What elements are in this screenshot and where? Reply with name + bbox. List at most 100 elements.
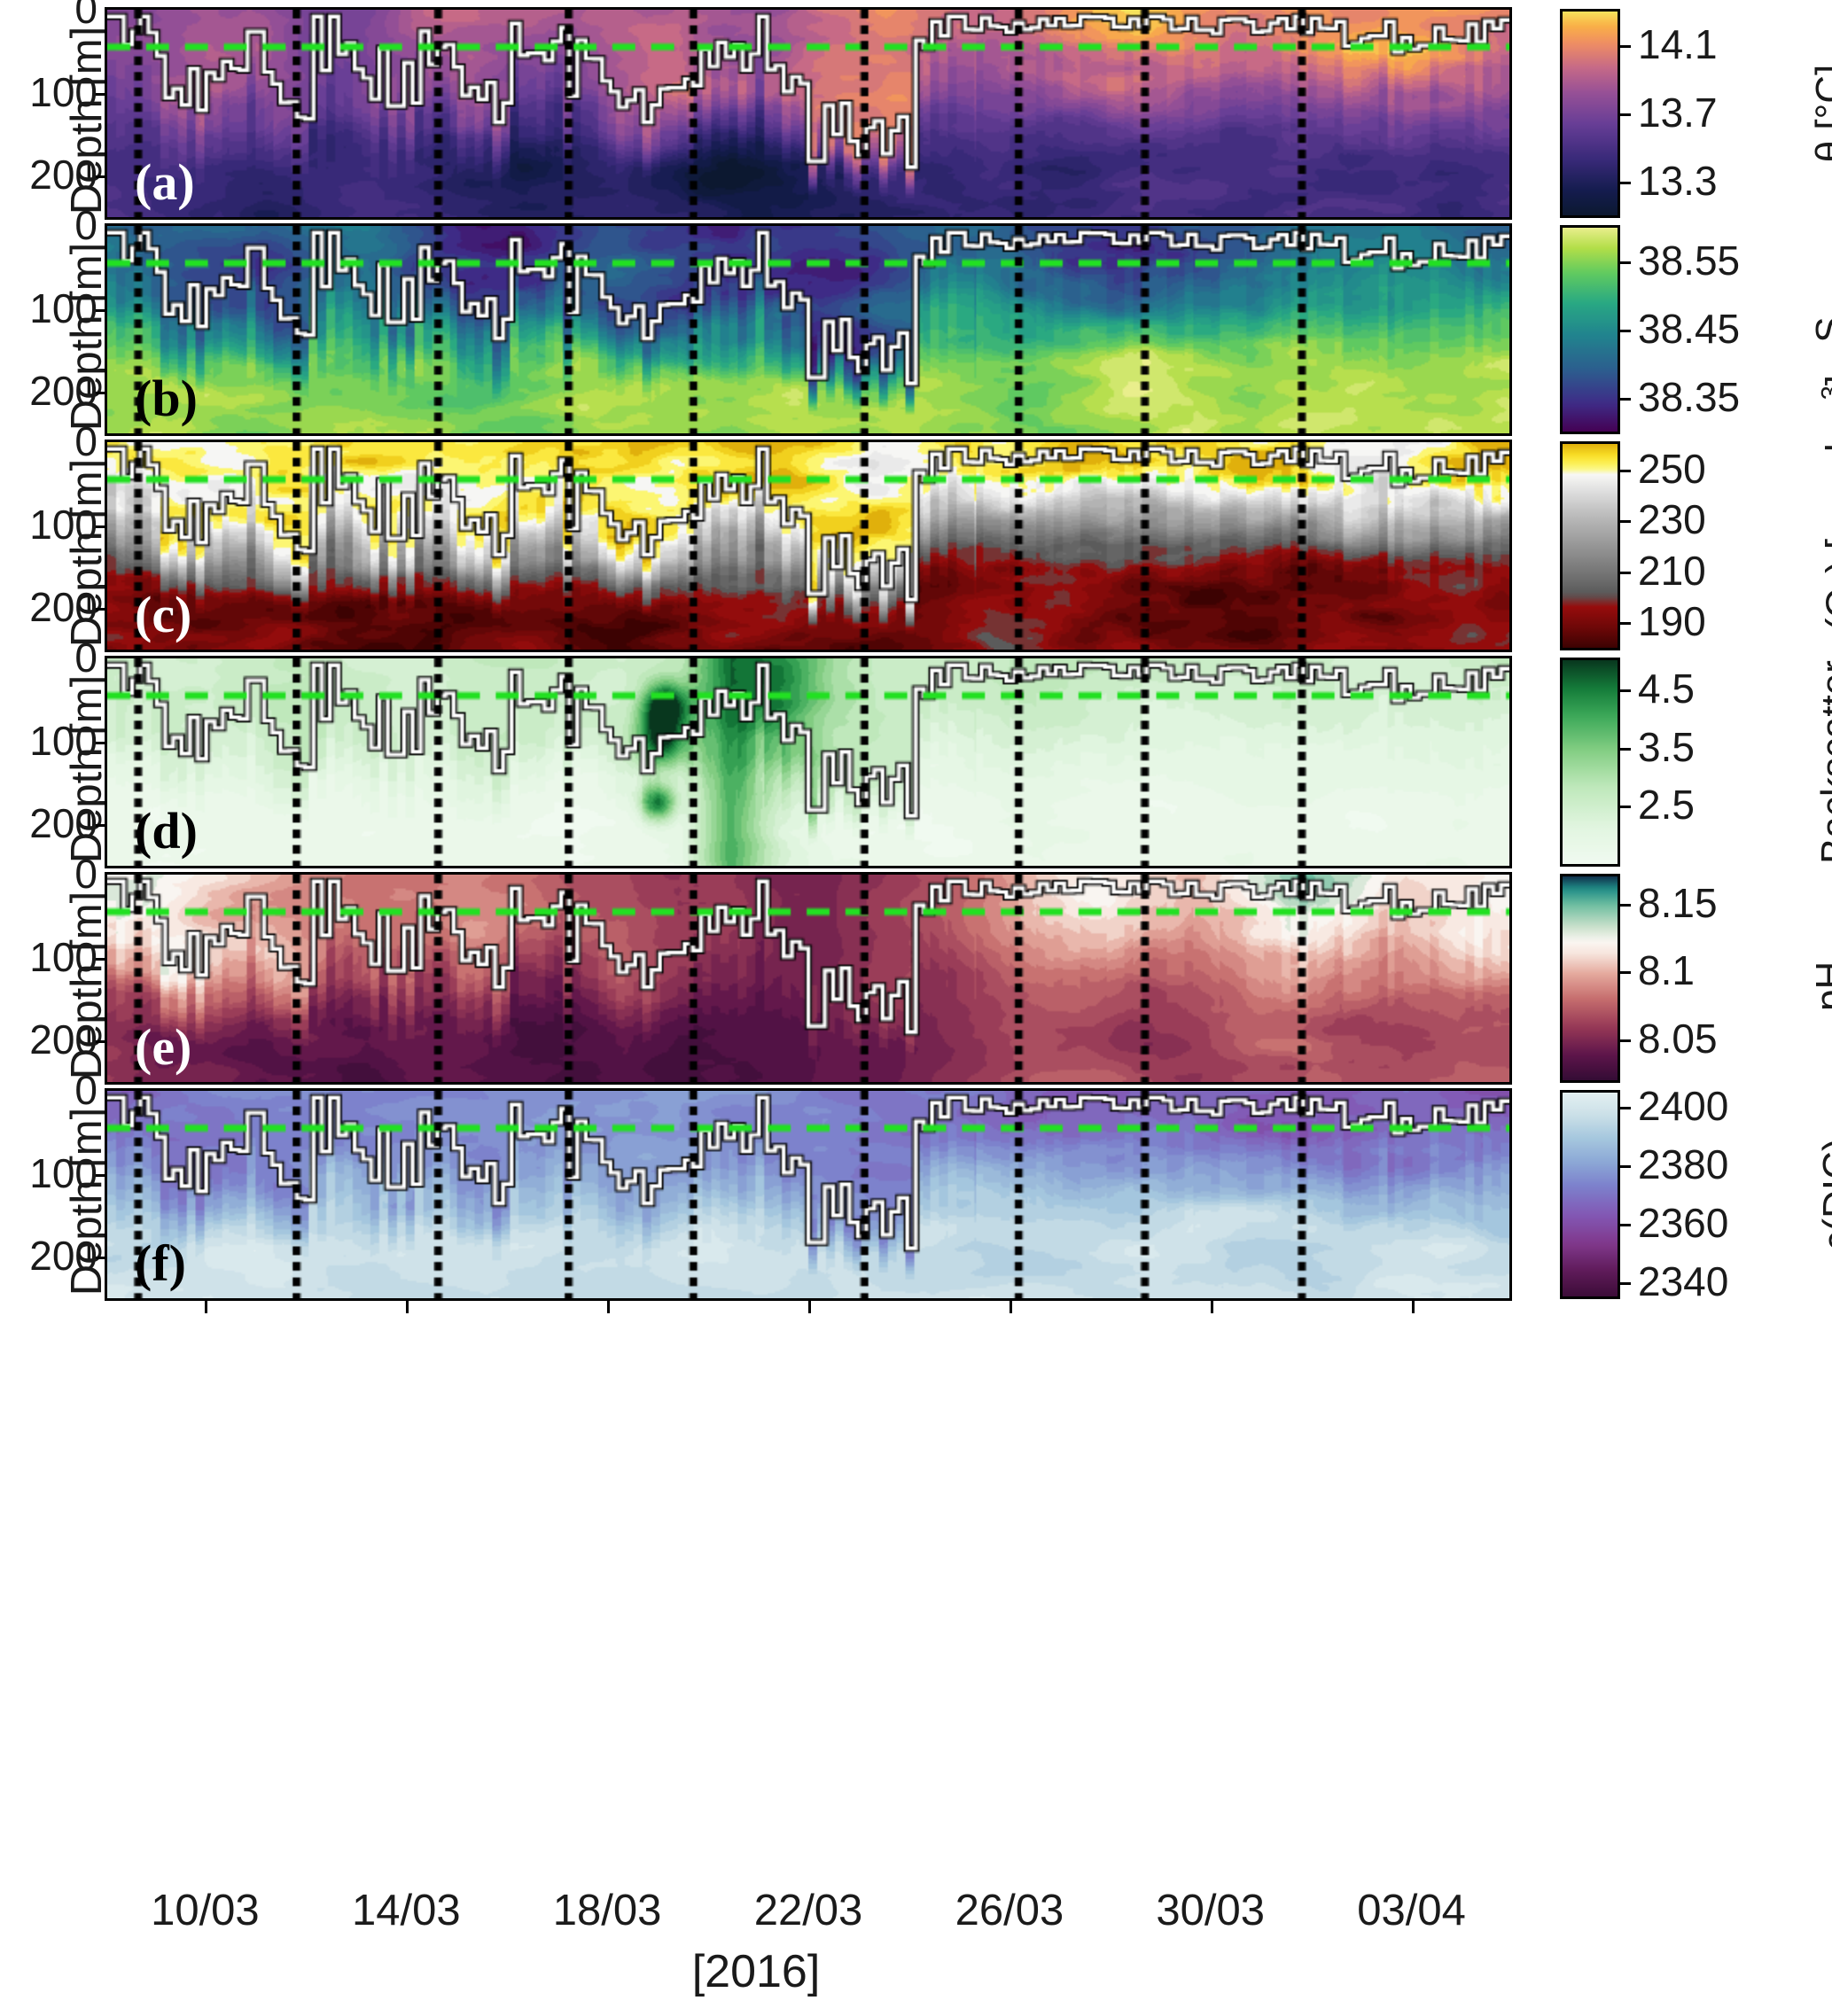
ytick-mark (96, 957, 106, 961)
colorbar-tick-label: 8.15 (1638, 879, 1718, 926)
colorbar-tick (1620, 571, 1631, 574)
xtick-label: 30/03 (1156, 1887, 1265, 1934)
colorbar-dic (1560, 1090, 1620, 1299)
ytick-label: 200 (29, 368, 97, 415)
colorbar-tick-label: 38.35 (1638, 373, 1741, 420)
colorbar-tick-label: 38.45 (1638, 306, 1741, 352)
xtick-label: 10/03 (151, 1887, 260, 1934)
xtick-label: 03/04 (1357, 1887, 1466, 1934)
colorbar-tick (1620, 45, 1631, 49)
heatmap-salinity (107, 226, 1509, 433)
ytick-mark (96, 92, 106, 96)
colorbar-title-theta: θ [°C] (1808, 64, 1832, 163)
ytick-mark (96, 608, 106, 611)
colorbar-ph (1560, 874, 1620, 1083)
colorbar-tick-label: 4.5 (1638, 665, 1695, 712)
ytick-mark (96, 175, 106, 179)
ytick-label: 0 (74, 634, 97, 681)
ytick-mark (96, 392, 106, 395)
colorbar-tick (1620, 1223, 1631, 1226)
panel-tag-e: (e) (135, 1018, 192, 1076)
colorbar-salinity (1560, 225, 1620, 434)
ytick-label: 100 (29, 68, 97, 115)
ytick-mark (96, 741, 106, 744)
xtick-mark (808, 1301, 811, 1313)
ytick-mark (96, 824, 106, 828)
xtick-mark (607, 1301, 611, 1313)
xtick-label: 14/03 (351, 1887, 461, 1934)
panel-tag-d: (d) (135, 802, 198, 860)
panel-backscatter (105, 656, 1512, 868)
colorbar-tick-label: 2360 (1638, 1199, 1729, 1246)
ytick-mark (96, 1040, 106, 1044)
xtick-mark (1411, 1301, 1415, 1313)
colorbar-tick-label: 8.05 (1638, 1016, 1718, 1062)
colorbar-tick-label: 2340 (1638, 1257, 1729, 1304)
panel-salinity (105, 223, 1512, 436)
panel-tag-f: (f) (135, 1234, 186, 1292)
xaxis-title: [2016] (691, 1946, 821, 1997)
colorbar-tick (1620, 469, 1631, 472)
panel-dic (105, 1088, 1512, 1301)
colorbar-tick-label: 14.1 (1638, 21, 1718, 68)
ytick-label: 200 (29, 800, 97, 847)
ytick-label: 0 (74, 1067, 97, 1113)
ytick-label: 200 (29, 152, 97, 198)
colorbar-title-oxygen: c(O2) [mmol m3] (1817, 375, 1832, 650)
ytick-label: 0 (74, 202, 97, 248)
colorbar-tick-label: 13.3 (1638, 157, 1718, 204)
colorbar-title-dic: c(DIC)[mmol m-3] (1815, 1138, 1832, 1251)
xtick-label: 22/03 (753, 1887, 863, 1934)
panel-tag-b: (b) (135, 370, 198, 427)
colorbar-tick (1620, 1039, 1631, 1042)
panel-theta (105, 7, 1512, 220)
colorbar-tick-label: 8.1 (1638, 947, 1695, 994)
colorbar-tick-label: 2.5 (1638, 782, 1695, 829)
colorbar-tick (1620, 181, 1631, 184)
xtick-mark (1009, 1301, 1012, 1313)
ytick-label: 0 (74, 418, 97, 464)
colorbar-tick (1620, 971, 1631, 975)
ytick-mark (96, 1257, 106, 1260)
colorbar-tick (1620, 689, 1631, 692)
colorbar-tick (1620, 747, 1631, 751)
heatmap-theta (107, 10, 1509, 217)
ytick-label: 100 (29, 284, 97, 331)
ytick-mark (96, 308, 106, 312)
colorbar-title-backscatter: Backscatter[sr-1 m-1] (1813, 660, 1832, 864)
heatmap-oxygen (107, 442, 1509, 650)
colorbar-tick (1620, 1107, 1631, 1110)
panel-tag-a: (a) (135, 153, 195, 211)
heatmap-ph (107, 875, 1509, 1082)
panel-ph (105, 872, 1512, 1085)
xtick-mark (406, 1301, 409, 1313)
colorbar-title-ph: pHT (1808, 946, 1832, 1011)
panel-oxygen (105, 440, 1512, 652)
ytick-label: 100 (29, 501, 97, 548)
colorbar-oxygen (1560, 441, 1620, 650)
colorbar-tick-label: 38.55 (1638, 237, 1741, 284)
colorbar-tick (1620, 113, 1631, 116)
colorbar-tick (1620, 520, 1631, 524)
colorbar-tick-label: 250 (1638, 445, 1706, 492)
ytick-label: 100 (29, 1149, 97, 1196)
ytick-label: 100 (29, 933, 97, 980)
heatmap-dic (107, 1091, 1509, 1298)
xtick-label: 18/03 (552, 1887, 662, 1934)
colorbar-tick-label: 190 (1638, 598, 1706, 645)
colorbar-tick (1620, 330, 1631, 332)
ytick-mark (96, 1173, 106, 1177)
heatmap-backscatter (107, 658, 1509, 866)
colorbar-tick-label: 2400 (1638, 1083, 1729, 1130)
colorbar-tick (1620, 903, 1631, 907)
ytick-label: 200 (29, 1016, 97, 1063)
colorbar-tick (1620, 1165, 1631, 1169)
colorbar-tick-label: 13.7 (1638, 90, 1718, 136)
ytick-label: 100 (29, 717, 97, 764)
ytick-mark (96, 525, 106, 528)
colorbar-tick (1620, 261, 1631, 265)
colorbar-tick (1620, 397, 1631, 401)
ytick-label: 200 (29, 584, 97, 631)
ytick-label: 0 (74, 0, 97, 32)
colorbar-tick (1620, 806, 1631, 809)
